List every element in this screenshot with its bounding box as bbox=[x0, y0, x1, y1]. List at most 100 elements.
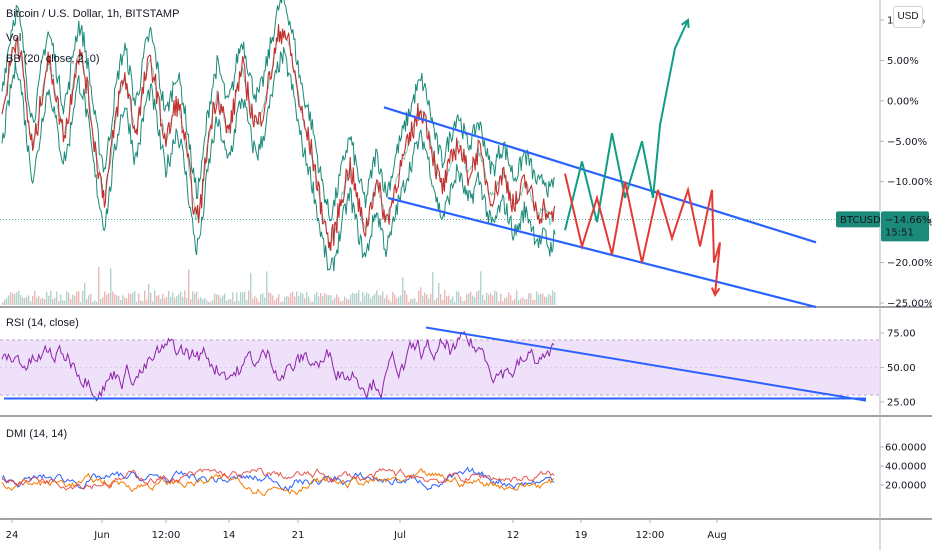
volume-bar bbox=[360, 301, 362, 305]
volume-bar bbox=[88, 295, 90, 305]
volume-bar bbox=[120, 300, 122, 305]
volume-bar bbox=[450, 299, 452, 305]
volume-legend[interactable]: Vol bbox=[6, 32, 22, 44]
volume-bar bbox=[318, 296, 320, 305]
time-tick-label: 12:00 bbox=[636, 530, 665, 541]
volume-bar bbox=[208, 301, 210, 305]
volume-bar bbox=[214, 293, 216, 305]
symbol-badge bbox=[836, 211, 880, 228]
volume-bar bbox=[162, 293, 164, 305]
volume-bar bbox=[460, 296, 462, 305]
volume-bar bbox=[416, 301, 418, 305]
volume-bar bbox=[70, 299, 72, 305]
volume-bar bbox=[404, 290, 406, 305]
volume-bar bbox=[54, 298, 56, 305]
volume-bar bbox=[78, 291, 80, 305]
volume-bar bbox=[432, 272, 434, 305]
volume-bar bbox=[422, 295, 424, 305]
volume-bar bbox=[150, 292, 152, 305]
currency-button[interactable]: USD bbox=[893, 6, 923, 28]
time-tick-label: Jul bbox=[393, 530, 406, 541]
volume-bar bbox=[14, 293, 16, 305]
volume-bar bbox=[284, 297, 286, 305]
volume-bar bbox=[412, 298, 414, 305]
time-tick-label: 24 bbox=[6, 530, 19, 541]
volume-bar bbox=[138, 293, 140, 305]
dmi-legend[interactable]: DMI (14, 14) bbox=[6, 428, 68, 440]
volume-bar bbox=[134, 291, 136, 305]
volume-bar bbox=[222, 295, 224, 305]
volume-bar bbox=[244, 291, 246, 305]
volume-bar bbox=[94, 300, 96, 305]
volume-bar bbox=[356, 293, 358, 305]
volume-bar bbox=[282, 301, 284, 305]
volume-bar bbox=[350, 294, 352, 305]
volume-bar bbox=[236, 292, 238, 305]
volume-bar bbox=[238, 300, 240, 305]
volume-bar bbox=[352, 292, 354, 305]
volume-bar bbox=[536, 291, 538, 305]
volume-bar bbox=[336, 294, 338, 305]
volume-bar bbox=[300, 292, 302, 305]
volume-bar bbox=[40, 298, 42, 305]
volume-bar bbox=[452, 296, 454, 305]
volume-bar bbox=[26, 296, 28, 305]
volume-bars bbox=[2, 267, 556, 305]
volume-bar bbox=[426, 294, 428, 305]
volume-bar bbox=[80, 301, 82, 305]
volume-bar bbox=[202, 299, 204, 305]
volume-bar bbox=[44, 299, 46, 305]
volume-bar bbox=[424, 292, 426, 305]
volume-bar bbox=[142, 300, 144, 305]
rsi-legend[interactable]: RSI (14, close) bbox=[6, 317, 79, 329]
volume-bar bbox=[176, 296, 178, 305]
volume-bar bbox=[254, 296, 256, 305]
volume-bar bbox=[546, 297, 548, 305]
volume-bar bbox=[194, 293, 196, 305]
volume-bar bbox=[436, 297, 438, 305]
volume-bar bbox=[52, 298, 54, 305]
volume-bar bbox=[206, 300, 208, 305]
volume-bar bbox=[440, 294, 442, 305]
volume-bar bbox=[32, 295, 34, 305]
volume-bar bbox=[132, 292, 134, 305]
volume-bar bbox=[172, 292, 174, 305]
volume-bar bbox=[392, 291, 394, 305]
volume-bar bbox=[394, 294, 396, 305]
volume-bar bbox=[126, 298, 128, 305]
volume-bar bbox=[534, 299, 536, 305]
volume-bar bbox=[28, 295, 30, 305]
volume-bar bbox=[364, 295, 366, 305]
volume-bar bbox=[454, 301, 456, 305]
volume-bar bbox=[500, 293, 502, 305]
bb-legend[interactable]: BB (20, close, 2, 0) bbox=[6, 53, 100, 65]
volume-bar bbox=[168, 290, 170, 305]
volume-bar bbox=[56, 291, 58, 305]
volume-bar bbox=[354, 293, 356, 305]
volume-bar bbox=[374, 293, 376, 305]
volume-bar bbox=[344, 296, 346, 305]
volume-bar bbox=[156, 295, 158, 305]
volume-bar bbox=[180, 291, 182, 305]
volume-bar bbox=[196, 291, 198, 305]
volume-bar bbox=[474, 297, 476, 305]
volume-bar bbox=[264, 297, 266, 305]
volume-bar bbox=[340, 301, 342, 305]
volume-bar bbox=[186, 297, 188, 305]
volume-bar bbox=[532, 300, 534, 305]
price-tick-label: −20.00% bbox=[887, 258, 932, 269]
volume-bar bbox=[106, 294, 108, 305]
symbol-legend[interactable]: Bitcoin / U.S. Dollar, 1h, BITSTAMP bbox=[6, 8, 180, 20]
volume-bar bbox=[102, 297, 104, 305]
volume-bar bbox=[216, 294, 218, 305]
volume-bar bbox=[98, 267, 100, 305]
volume-bar bbox=[278, 294, 280, 305]
time-tick-label: Aug bbox=[707, 530, 727, 541]
volume-bar bbox=[146, 299, 148, 305]
volume-bar bbox=[316, 292, 318, 305]
volume-bar bbox=[128, 293, 130, 305]
channel-trend-line bbox=[387, 196, 817, 309]
time-tick-label: 21 bbox=[292, 530, 305, 541]
volume-bar bbox=[320, 292, 322, 305]
